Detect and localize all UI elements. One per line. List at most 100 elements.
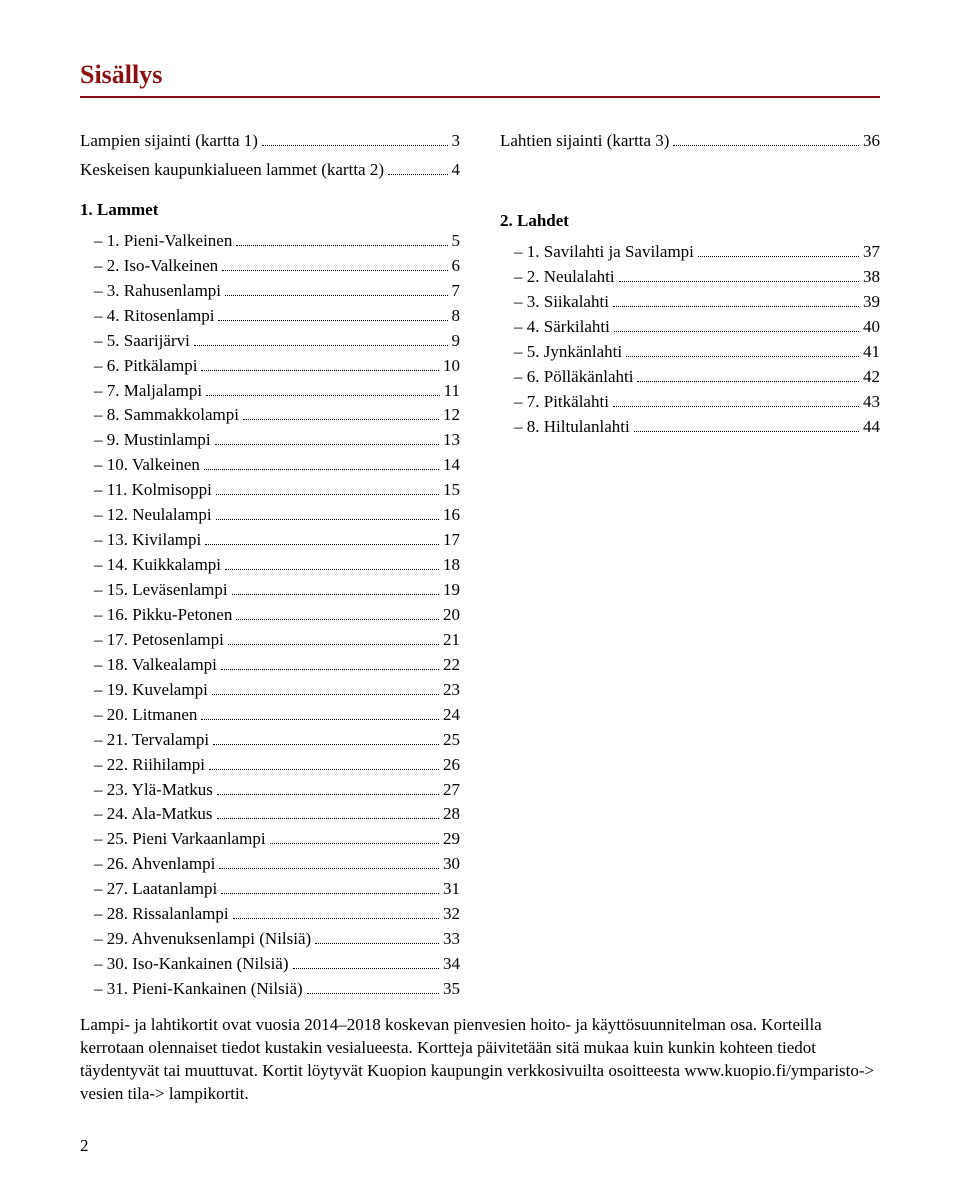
toc-label: – 7. Maljalampi bbox=[80, 380, 202, 403]
toc-label: – 7. Pitkälahti bbox=[500, 391, 609, 414]
toc-label: – 4. Ritosenlampi bbox=[80, 305, 214, 328]
toc-dots bbox=[201, 702, 439, 720]
toc-dots bbox=[213, 727, 439, 745]
toc-page: 20 bbox=[443, 604, 460, 627]
toc-label: – 5. Saarijärvi bbox=[80, 330, 190, 353]
toc-entry: – 27. Laatanlampi31 bbox=[80, 876, 460, 901]
toc-label: – 15. Leväsenlampi bbox=[80, 579, 228, 602]
toc-label: Keskeisen kaupunkialueen lammet (kartta … bbox=[80, 159, 384, 182]
toc-entry: – 3. Rahusenlampi7 bbox=[80, 278, 460, 303]
toc-entry: – 11. Kolmisoppi 15 bbox=[80, 477, 460, 502]
toc-page: 38 bbox=[863, 266, 880, 289]
toc-page: 15 bbox=[443, 479, 460, 502]
toc-entry: – 8. Sammakkolampi12 bbox=[80, 402, 460, 427]
toc-label: – 2. Neulalahti bbox=[500, 266, 615, 289]
toc-page: 33 bbox=[443, 928, 460, 951]
toc-dots bbox=[307, 976, 439, 994]
toc-page: 17 bbox=[443, 529, 460, 552]
toc-dots bbox=[204, 452, 439, 470]
toc-label: – 16. Pikku-Petonen bbox=[80, 604, 232, 627]
toc-entry: – 1. Savilahti ja Savilampi 37 bbox=[500, 239, 880, 264]
right-list: – 1. Savilahti ja Savilampi 37 – 2. Neulal… bbox=[500, 239, 880, 439]
toc-label: – 30. Iso-Kankainen (Nilsiä) bbox=[80, 953, 289, 976]
toc-entry: – 4. Ritosenlampi 8 bbox=[80, 303, 460, 328]
toc-label: – 28. Rissalanlampi bbox=[80, 903, 229, 926]
toc-label: – 20. Litmanen bbox=[80, 704, 197, 727]
toc-entry: – 5. Saarijärvi 9 bbox=[80, 328, 460, 353]
toc-page: 12 bbox=[443, 404, 460, 427]
right-column: Lahtien sijainti (kartta 3) 36 . 2. Lahd… bbox=[500, 128, 880, 1001]
toc-page: 30 bbox=[443, 853, 460, 876]
toc-label: Lampien sijainti (kartta 1) bbox=[80, 130, 258, 153]
page-title: Sisällys bbox=[80, 60, 880, 90]
toc-page: 28 bbox=[443, 803, 460, 826]
toc-dots bbox=[626, 339, 859, 357]
toc-entry: – 17. Petosenlampi21 bbox=[80, 627, 460, 652]
toc-page: 24 bbox=[443, 704, 460, 727]
toc-label: – 19. Kuvelampi bbox=[80, 679, 208, 702]
toc-dots bbox=[236, 602, 439, 620]
toc-page: 26 bbox=[443, 754, 460, 777]
toc-page: 9 bbox=[452, 330, 461, 353]
toc-entry: – 7. Pitkälahti43 bbox=[500, 389, 880, 414]
toc-entry: – 8. Hiltulanlahti44 bbox=[500, 414, 880, 439]
toc-page: 6 bbox=[452, 255, 461, 278]
toc-label: – 23. Ylä-Matkus bbox=[80, 779, 213, 802]
toc-label: – 1. Savilahti ja Savilampi bbox=[500, 241, 694, 264]
toc-entry: – 14. Kuikkalampi18 bbox=[80, 552, 460, 577]
toc-entry: – 9. Mustinlampi 13 bbox=[80, 427, 460, 452]
toc-dots bbox=[212, 677, 439, 695]
toc-page: 11 bbox=[444, 380, 460, 403]
toc-dots bbox=[215, 427, 439, 445]
toc-dots bbox=[225, 552, 439, 570]
toc-entry: – 3. Siikalahti39 bbox=[500, 289, 880, 314]
toc-dots bbox=[634, 414, 859, 432]
toc-entry: – 29. Ahvenuksenlampi (Nilsiä) 33 bbox=[80, 926, 460, 951]
toc-label: – 12. Neulalampi bbox=[80, 504, 212, 527]
toc-entry: – 12. Neulalampi 16 bbox=[80, 502, 460, 527]
toc-label: – 9. Mustinlampi bbox=[80, 429, 211, 452]
toc-page: 40 bbox=[863, 316, 880, 339]
page-number: 2 bbox=[80, 1136, 89, 1156]
toc-dots bbox=[236, 228, 447, 246]
toc-label: – 11. Kolmisoppi bbox=[80, 479, 212, 502]
toc-page: 8 bbox=[452, 305, 461, 328]
toc-label: – 10. Valkeinen bbox=[80, 454, 200, 477]
toc-label: – 3. Siikalahti bbox=[500, 291, 609, 314]
toc-dots bbox=[228, 627, 439, 645]
toc-entry: – 2. Iso-Valkeinen6 bbox=[80, 253, 460, 278]
toc-page: 32 bbox=[443, 903, 460, 926]
toc-label: – 6. Pitkälampi bbox=[80, 355, 197, 378]
toc-entry: – 1. Pieni-Valkeinen5 bbox=[80, 228, 460, 253]
toc-dots bbox=[219, 851, 439, 869]
toc-dots bbox=[614, 314, 859, 332]
toc-dots bbox=[673, 128, 859, 146]
toc-page: 16 bbox=[443, 504, 460, 527]
toc-dots bbox=[243, 402, 439, 420]
toc-dots bbox=[222, 253, 447, 271]
toc-label: – 29. Ahvenuksenlampi (Nilsiä) bbox=[80, 928, 311, 951]
title-rule bbox=[80, 96, 880, 98]
left-column: Lampien sijainti (kartta 1) 3 Keskeisen … bbox=[80, 128, 460, 1001]
toc-page: 37 bbox=[863, 241, 880, 264]
toc-dots bbox=[293, 951, 439, 969]
toc-label: – 18. Valkealampi bbox=[80, 654, 217, 677]
toc-page: 13 bbox=[443, 429, 460, 452]
toc-label: – 4. Särkilahti bbox=[500, 316, 610, 339]
toc-label: – 31. Pieni-Kankainen (Nilsiä) bbox=[80, 978, 303, 1001]
toc-page: 41 bbox=[863, 341, 880, 364]
toc-entry: – 10. Valkeinen14 bbox=[80, 452, 460, 477]
toc-label: – 13. Kivilampi bbox=[80, 529, 201, 552]
toc-entry: – 16. Pikku-Petonen 20 bbox=[80, 602, 460, 627]
toc-dots bbox=[201, 353, 439, 371]
toc-label: Lahtien sijainti (kartta 3) bbox=[500, 130, 669, 153]
toc-dots bbox=[225, 278, 447, 296]
toc-page: 35 bbox=[443, 978, 460, 1001]
toc-page: 23 bbox=[443, 679, 460, 702]
toc-entry: – 5. Jynkänlahti41 bbox=[500, 339, 880, 364]
toc-dots bbox=[613, 289, 859, 307]
toc-dots bbox=[388, 157, 448, 175]
toc-dots bbox=[619, 264, 859, 282]
toc-entry: – 25. Pieni Varkaanlampi29 bbox=[80, 826, 460, 851]
toc-label: – 26. Ahvenlampi bbox=[80, 853, 215, 876]
